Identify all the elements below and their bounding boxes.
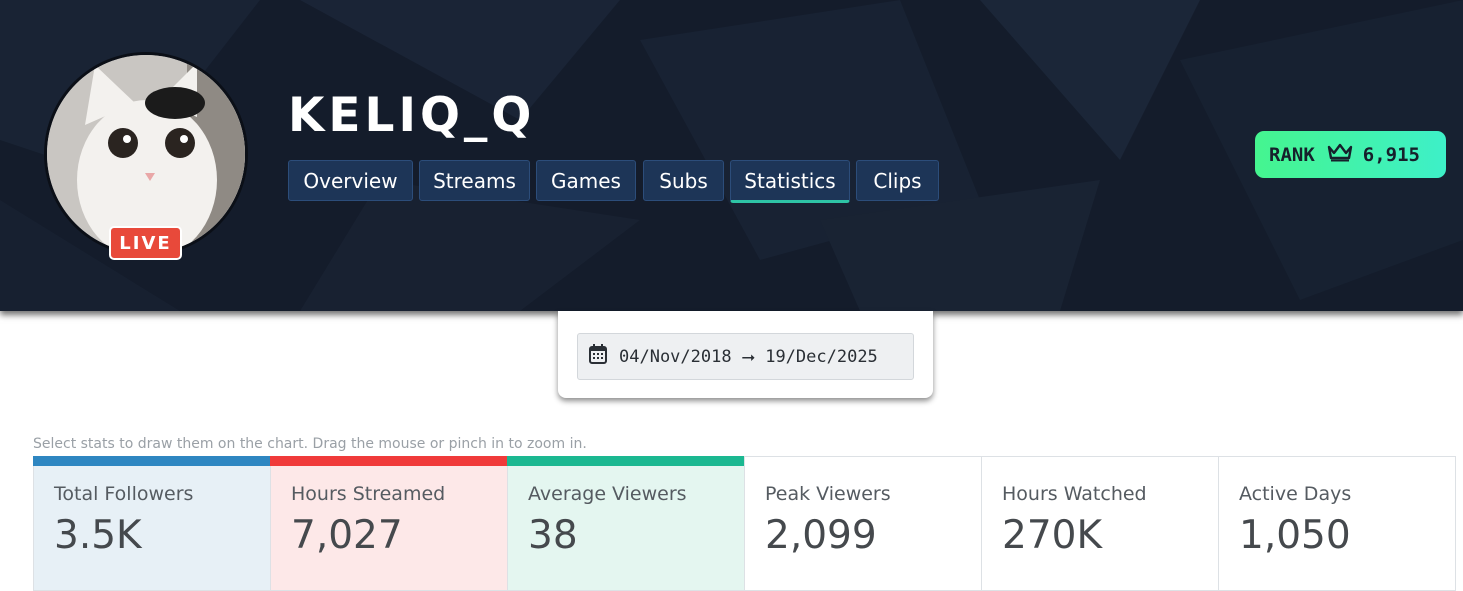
rank-label: RANK [1269, 143, 1315, 166]
stat-value: 1,050 [1239, 513, 1351, 558]
tab-label: Statistics [744, 168, 836, 193]
stat-label: Peak Viewers [765, 483, 891, 505]
avatar[interactable] [44, 52, 248, 256]
rank-value: 6,915 [1362, 143, 1420, 166]
stat-active-days[interactable]: Active Days 1,050 [1218, 456, 1456, 591]
channel-header: LIVE KELIQ_Q Overview Streams Games Subs… [0, 0, 1463, 311]
tab-label: Overview [303, 168, 398, 193]
stat-hours-streamed[interactable]: Hours Streamed 7,027 [270, 456, 508, 591]
tab-clips[interactable]: Clips [856, 160, 939, 201]
calendar-icon [589, 344, 607, 369]
stat-label: Active Days [1239, 483, 1352, 505]
stat-color-bar [270, 456, 508, 466]
stat-value: 3.5K [54, 513, 142, 558]
tab-games[interactable]: Games [536, 160, 636, 201]
stat-value: 7,027 [291, 513, 403, 558]
tab-statistics[interactable]: Statistics [730, 160, 850, 203]
tab-overview[interactable]: Overview [288, 160, 413, 201]
stat-value: 2,099 [765, 513, 877, 558]
stat-hours-watched[interactable]: Hours Watched 270K [981, 456, 1219, 591]
date-end: 19/Dec/2025 [765, 346, 878, 367]
stat-label: Hours Watched [1002, 483, 1147, 505]
date-start: 04/Nov/2018 [619, 346, 732, 367]
date-range-picker[interactable]: 04/Nov/2018 ⭢ 19/Dec/2025 [577, 333, 914, 380]
live-badge: LIVE [109, 226, 182, 260]
channel-name: KELIQ_Q [288, 88, 536, 143]
stat-label: Total Followers [54, 483, 194, 505]
date-range-card: 04/Nov/2018 ⭢ 19/Dec/2025 [558, 311, 933, 398]
tab-label: Games [551, 168, 621, 193]
header-background [300, 0, 1200, 160]
stat-label: Hours Streamed [291, 483, 446, 505]
tab-label: Subs [659, 168, 708, 193]
stats-row: Total Followers 3.5K Hours Streamed 7,02… [33, 456, 1458, 591]
stat-total-followers[interactable]: Total Followers 3.5K [33, 456, 271, 591]
stat-label: Average Viewers [528, 483, 687, 505]
tab-label: Streams [433, 168, 516, 193]
chart-hint: Select stats to draw them on the chart. … [33, 436, 587, 452]
crown-icon [1327, 142, 1353, 167]
stat-peak-viewers[interactable]: Peak Viewers 2,099 [744, 456, 982, 591]
tab-streams[interactable]: Streams [419, 160, 530, 201]
rank-badge[interactable]: RANK 6,915 [1255, 131, 1446, 178]
arrow-right-icon: ⭢ [741, 346, 756, 367]
tab-label: Clips [873, 168, 922, 193]
tab-subs[interactable]: Subs [643, 160, 724, 201]
cat-avatar-image [47, 55, 245, 253]
stat-color-bar [33, 456, 271, 466]
stat-value: 38 [528, 513, 578, 558]
stat-average-viewers[interactable]: Average Viewers 38 [507, 456, 745, 591]
stat-value: 270K [1002, 513, 1103, 558]
stat-color-bar [507, 456, 745, 466]
